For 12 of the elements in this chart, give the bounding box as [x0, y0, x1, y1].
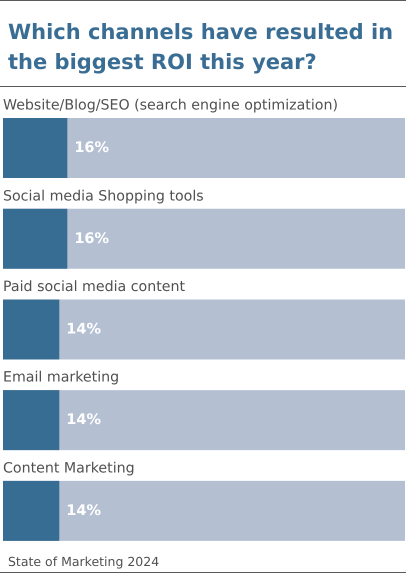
y-tick-label: Content Marketing — [3, 460, 135, 476]
data-label: 14% — [66, 502, 102, 519]
text: State of Marketing 2024 — [8, 554, 160, 569]
y-tick-label: Social media Shopping tools — [3, 188, 204, 204]
data-label: 14% — [66, 321, 102, 338]
data-label: 16% — [74, 140, 110, 156]
data-label: 16% — [74, 230, 110, 247]
y-tick-label: Email marketing — [3, 370, 120, 386]
y-tick-label: Paid social media content — [3, 278, 186, 295]
data-label: 14% — [66, 412, 102, 428]
y-tick-label: Website/Blog/SEO (search engine optimization) — [3, 98, 338, 114]
chart-title: Which channels have resulted in the biggest ROI this year? — [8, 20, 400, 74]
